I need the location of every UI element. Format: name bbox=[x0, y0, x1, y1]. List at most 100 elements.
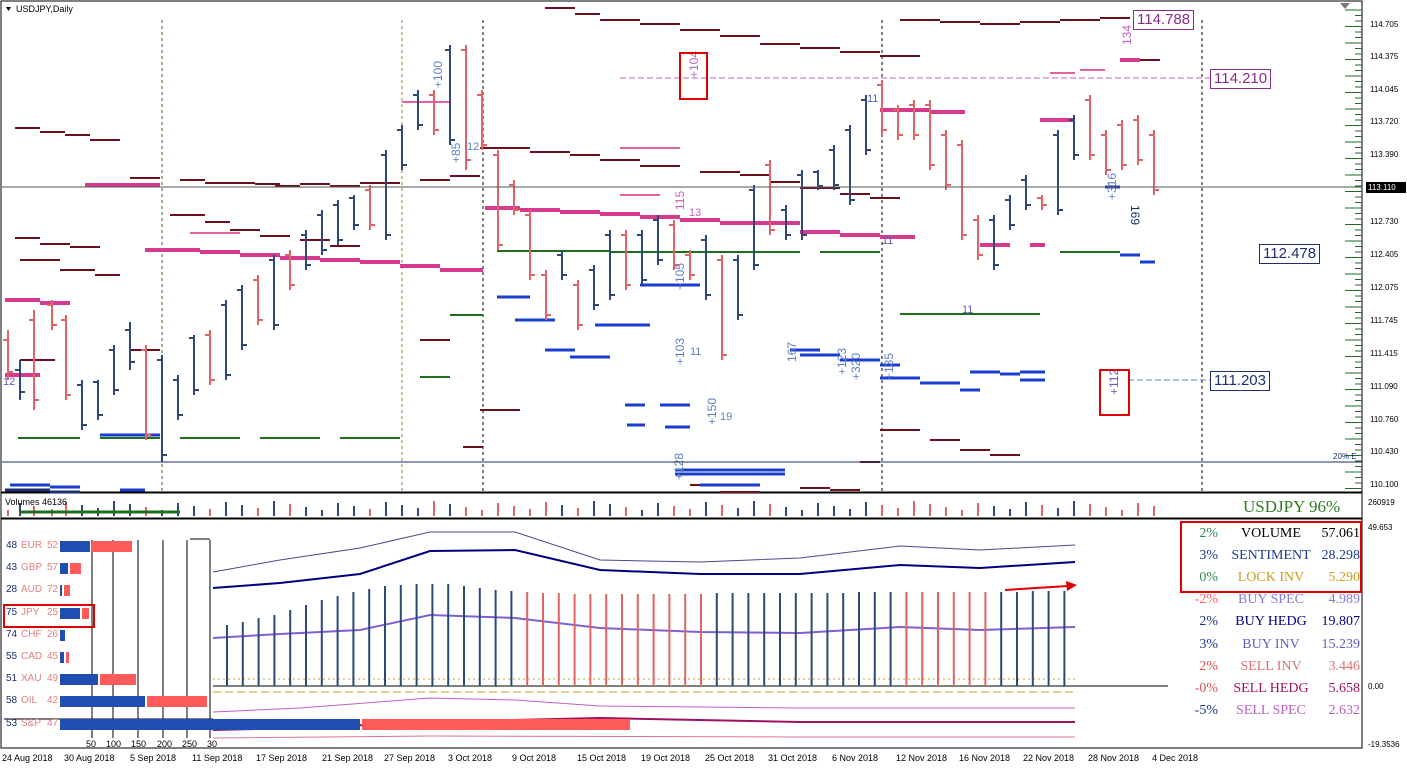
currency-short-value: 45 bbox=[47, 651, 59, 662]
currency-code: XAU bbox=[21, 673, 42, 685]
volumes-label: Volumes 46136 bbox=[5, 497, 68, 507]
annotation-text: +104 bbox=[687, 51, 701, 78]
currency-long-value: 58 bbox=[6, 695, 18, 707]
stat-change: -5% bbox=[1194, 702, 1218, 718]
currency-long-value: 55 bbox=[6, 651, 18, 662]
stat-name: VOLUME bbox=[1241, 526, 1301, 541]
scale-label: 150 bbox=[131, 739, 147, 749]
short-bar bbox=[70, 563, 81, 575]
jpy-highlight-box bbox=[3, 604, 95, 628]
currency-short-value: 42 bbox=[47, 695, 59, 707]
buy-inv-line bbox=[212, 613, 1076, 639]
currency-short-value: 52 bbox=[47, 540, 59, 551]
annotation-text: +123 bbox=[835, 348, 849, 375]
date-label: 21 Sep 2018 bbox=[322, 753, 374, 763]
date-label: 17 Sep 2018 bbox=[256, 753, 308, 763]
short-bar bbox=[100, 674, 136, 686]
annotation-text: 12 bbox=[3, 376, 15, 388]
stat-name: SELL HEDG bbox=[1233, 680, 1309, 696]
currency-code: S&P bbox=[21, 717, 42, 729]
short-bar bbox=[64, 585, 70, 597]
upper-band-line bbox=[212, 531, 1076, 573]
price-axis-label: 114.705 bbox=[1370, 20, 1399, 29]
date-label: 9 Oct 2018 bbox=[512, 753, 557, 763]
price-box-111-203: 111.203 bbox=[1210, 371, 1270, 391]
annotation-text: 11 bbox=[882, 235, 893, 247]
currency-long-value: 75 bbox=[6, 606, 18, 618]
stat-name: BUY SPEC bbox=[1237, 592, 1304, 608]
annotation-text: 13 bbox=[689, 207, 701, 219]
price-axis-label: 112.730 bbox=[1370, 217, 1399, 226]
indicator-panel-frame bbox=[0, 518, 1363, 749]
stat-value: 28.298 bbox=[1321, 548, 1361, 564]
date-label: 12 Nov 2018 bbox=[896, 753, 948, 763]
short-bar bbox=[362, 718, 630, 730]
stat-value: 3.446 bbox=[1328, 658, 1361, 674]
long-bar bbox=[60, 652, 64, 663]
stat-change: 2% bbox=[1199, 614, 1218, 630]
volume-axis-value: 260919 bbox=[1368, 498, 1395, 507]
long-bar bbox=[60, 541, 90, 552]
price-box-114-788: 114.788 bbox=[1133, 10, 1195, 30]
long-bar bbox=[60, 696, 145, 708]
stat-value: 4.989 bbox=[1328, 592, 1361, 608]
stat-name: SELL INV bbox=[1240, 658, 1302, 674]
scale-label: 30 bbox=[207, 739, 218, 749]
indicator-axis-top: 49.653 bbox=[1368, 523, 1393, 532]
stat-name: SENTIMENT bbox=[1231, 548, 1311, 564]
price-box-112-478: 112.478 bbox=[1259, 244, 1321, 264]
symbol-menu-icon[interactable] bbox=[6, 7, 11, 11]
sell-spec-line bbox=[212, 697, 1075, 713]
date-label: 16 Nov 2018 bbox=[959, 753, 1011, 763]
arrow-head-icon bbox=[1066, 581, 1077, 591]
price-box-114-210: 114.210 bbox=[1210, 69, 1272, 89]
price-axis-label: 110.760 bbox=[1370, 415, 1399, 424]
trend-arrow bbox=[1004, 585, 1069, 591]
long-bar bbox=[60, 718, 360, 730]
annotation-text: 11 bbox=[690, 346, 701, 358]
stat-value: 15.239 bbox=[1321, 636, 1361, 652]
stats-highlight-box bbox=[1180, 521, 1362, 593]
short-bar bbox=[66, 652, 69, 663]
stat-value: 57.061 bbox=[1321, 526, 1361, 541]
currency-short-value: 57 bbox=[47, 562, 59, 574]
price-axis-label: 113.390 bbox=[1370, 150, 1399, 159]
short-bar bbox=[147, 696, 207, 708]
currency-long-value: 51 bbox=[6, 673, 18, 685]
price-axis-ticks bbox=[1345, 9, 1362, 489]
collapse-triangle-icon[interactable] bbox=[1340, 3, 1350, 9]
annotation-text: +320 bbox=[849, 353, 863, 380]
annotation-text: 169 bbox=[1128, 205, 1142, 225]
annotation-text: 167 bbox=[785, 342, 799, 362]
annotation-box-104 bbox=[679, 52, 708, 100]
scale-label: 250 bbox=[182, 739, 198, 749]
currency-code: GBP bbox=[21, 562, 43, 574]
indicator-plot bbox=[212, 531, 1168, 739]
annotation-text: 11 bbox=[962, 304, 973, 316]
annotation-text: 11 bbox=[867, 93, 878, 105]
indicator-axis-bottom: -19.3536 bbox=[1368, 740, 1400, 749]
date-label: 19 Oct 2018 bbox=[641, 753, 691, 763]
currency-short-value: 47 bbox=[47, 717, 59, 729]
currency-code: JPY bbox=[21, 606, 40, 618]
current-price-label: 113.110 bbox=[1366, 182, 1406, 193]
volume-bars bbox=[7, 501, 1155, 516]
currency-short-value: 26 bbox=[47, 628, 59, 640]
stat-value: 2.632 bbox=[1328, 702, 1361, 718]
date-label: 24 Aug 2018 bbox=[2, 753, 53, 763]
long-bar bbox=[60, 607, 80, 619]
long-bar bbox=[60, 563, 68, 575]
scale-label: 100 bbox=[106, 739, 122, 749]
chart-annotations: +104+112+100+85 12+105+103 11+150 191311511… bbox=[3, 25, 1142, 480]
date-label: 22 Nov 2018 bbox=[1023, 753, 1075, 763]
long-bar bbox=[60, 585, 62, 597]
currency-long-value: 48 bbox=[6, 540, 18, 551]
pct-marker: 20% E bbox=[1333, 452, 1357, 461]
currency-short-value: 25 bbox=[47, 606, 59, 618]
stat-row-lock-inv: 0% LOCK INV 5.290 bbox=[1182, 568, 1362, 588]
stat-row-sell-inv: 2% SELL INV 3.446 bbox=[1182, 657, 1362, 677]
price-axis-label: 110.430 bbox=[1370, 447, 1399, 456]
annotation-text: +85 bbox=[449, 142, 463, 163]
date-label: 15 Oct 2018 bbox=[577, 753, 627, 763]
